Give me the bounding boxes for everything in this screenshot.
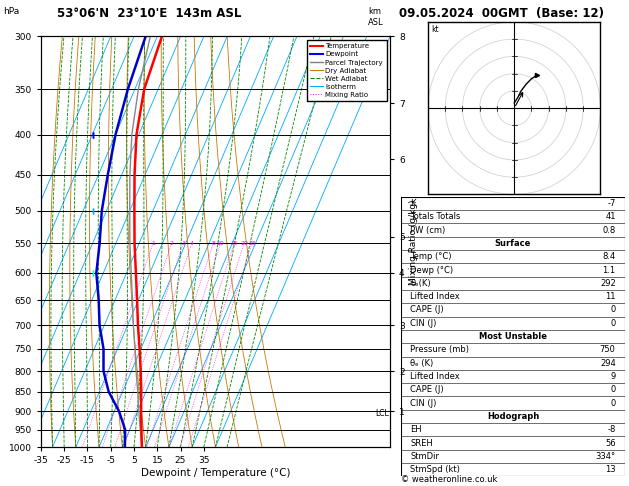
Text: 15: 15: [230, 241, 238, 246]
Text: CAPE (J): CAPE (J): [410, 305, 444, 314]
Text: -8: -8: [607, 425, 616, 434]
Text: kt: kt: [431, 25, 439, 34]
Text: Temp (°C): Temp (°C): [410, 252, 452, 261]
Text: CAPE (J): CAPE (J): [410, 385, 444, 394]
Text: 11: 11: [605, 292, 616, 301]
Text: Dewp (°C): Dewp (°C): [410, 265, 454, 275]
Text: LCL: LCL: [376, 409, 389, 417]
Text: 0: 0: [610, 319, 616, 328]
Text: 8.4: 8.4: [603, 252, 616, 261]
Text: 8: 8: [211, 241, 215, 246]
Text: Lifted Index: Lifted Index: [410, 372, 460, 381]
Text: 1.1: 1.1: [603, 265, 616, 275]
Y-axis label: Mixing Ratio (g/kg): Mixing Ratio (g/kg): [409, 199, 418, 285]
Text: Lifted Index: Lifted Index: [410, 292, 460, 301]
Text: 292: 292: [600, 279, 616, 288]
Text: θₑ (K): θₑ (K): [410, 359, 433, 368]
Text: hPa: hPa: [3, 7, 19, 17]
Legend: Temperature, Dewpoint, Parcel Trajectory, Dry Adiabat, Wet Adiabat, Isotherm, Mi: Temperature, Dewpoint, Parcel Trajectory…: [307, 40, 386, 102]
Text: Surface: Surface: [495, 239, 531, 248]
Text: © weatheronline.co.uk: © weatheronline.co.uk: [401, 474, 498, 484]
Text: K: K: [410, 199, 416, 208]
Text: km
ASL: km ASL: [368, 7, 384, 27]
X-axis label: Dewpoint / Temperature (°C): Dewpoint / Temperature (°C): [141, 468, 290, 478]
Text: 334°: 334°: [596, 452, 616, 461]
Text: CIN (J): CIN (J): [410, 319, 437, 328]
Text: 0.8: 0.8: [603, 226, 616, 235]
Text: θₑ(K): θₑ(K): [410, 279, 431, 288]
Text: 53°06'N  23°10'E  143m ASL: 53°06'N 23°10'E 143m ASL: [57, 7, 241, 20]
Text: 13: 13: [605, 465, 616, 474]
Text: 41: 41: [605, 212, 616, 221]
Text: 4: 4: [190, 241, 194, 246]
Text: 3: 3: [181, 241, 186, 246]
Text: Pressure (mb): Pressure (mb): [410, 346, 469, 354]
Text: 25: 25: [248, 241, 256, 246]
Text: StmSpd (kt): StmSpd (kt): [410, 465, 460, 474]
Text: 1: 1: [151, 241, 155, 246]
Text: -7: -7: [607, 199, 616, 208]
Text: CIN (J): CIN (J): [410, 399, 437, 408]
Text: 294: 294: [600, 359, 616, 368]
Text: SREH: SREH: [410, 438, 433, 448]
Text: Totals Totals: Totals Totals: [410, 212, 460, 221]
Text: 0: 0: [610, 385, 616, 394]
Text: EH: EH: [410, 425, 422, 434]
Text: 9: 9: [610, 372, 616, 381]
Text: 0: 0: [610, 305, 616, 314]
Text: 10: 10: [217, 241, 225, 246]
Text: 56: 56: [605, 438, 616, 448]
Text: 750: 750: [600, 346, 616, 354]
Text: Most Unstable: Most Unstable: [479, 332, 547, 341]
Text: 20: 20: [240, 241, 248, 246]
Text: StmDir: StmDir: [410, 452, 439, 461]
Text: 0: 0: [610, 399, 616, 408]
Text: 2: 2: [170, 241, 174, 246]
Text: Hodograph: Hodograph: [487, 412, 539, 421]
Text: PW (cm): PW (cm): [410, 226, 445, 235]
Text: 09.05.2024  00GMT  (Base: 12): 09.05.2024 00GMT (Base: 12): [399, 7, 604, 20]
